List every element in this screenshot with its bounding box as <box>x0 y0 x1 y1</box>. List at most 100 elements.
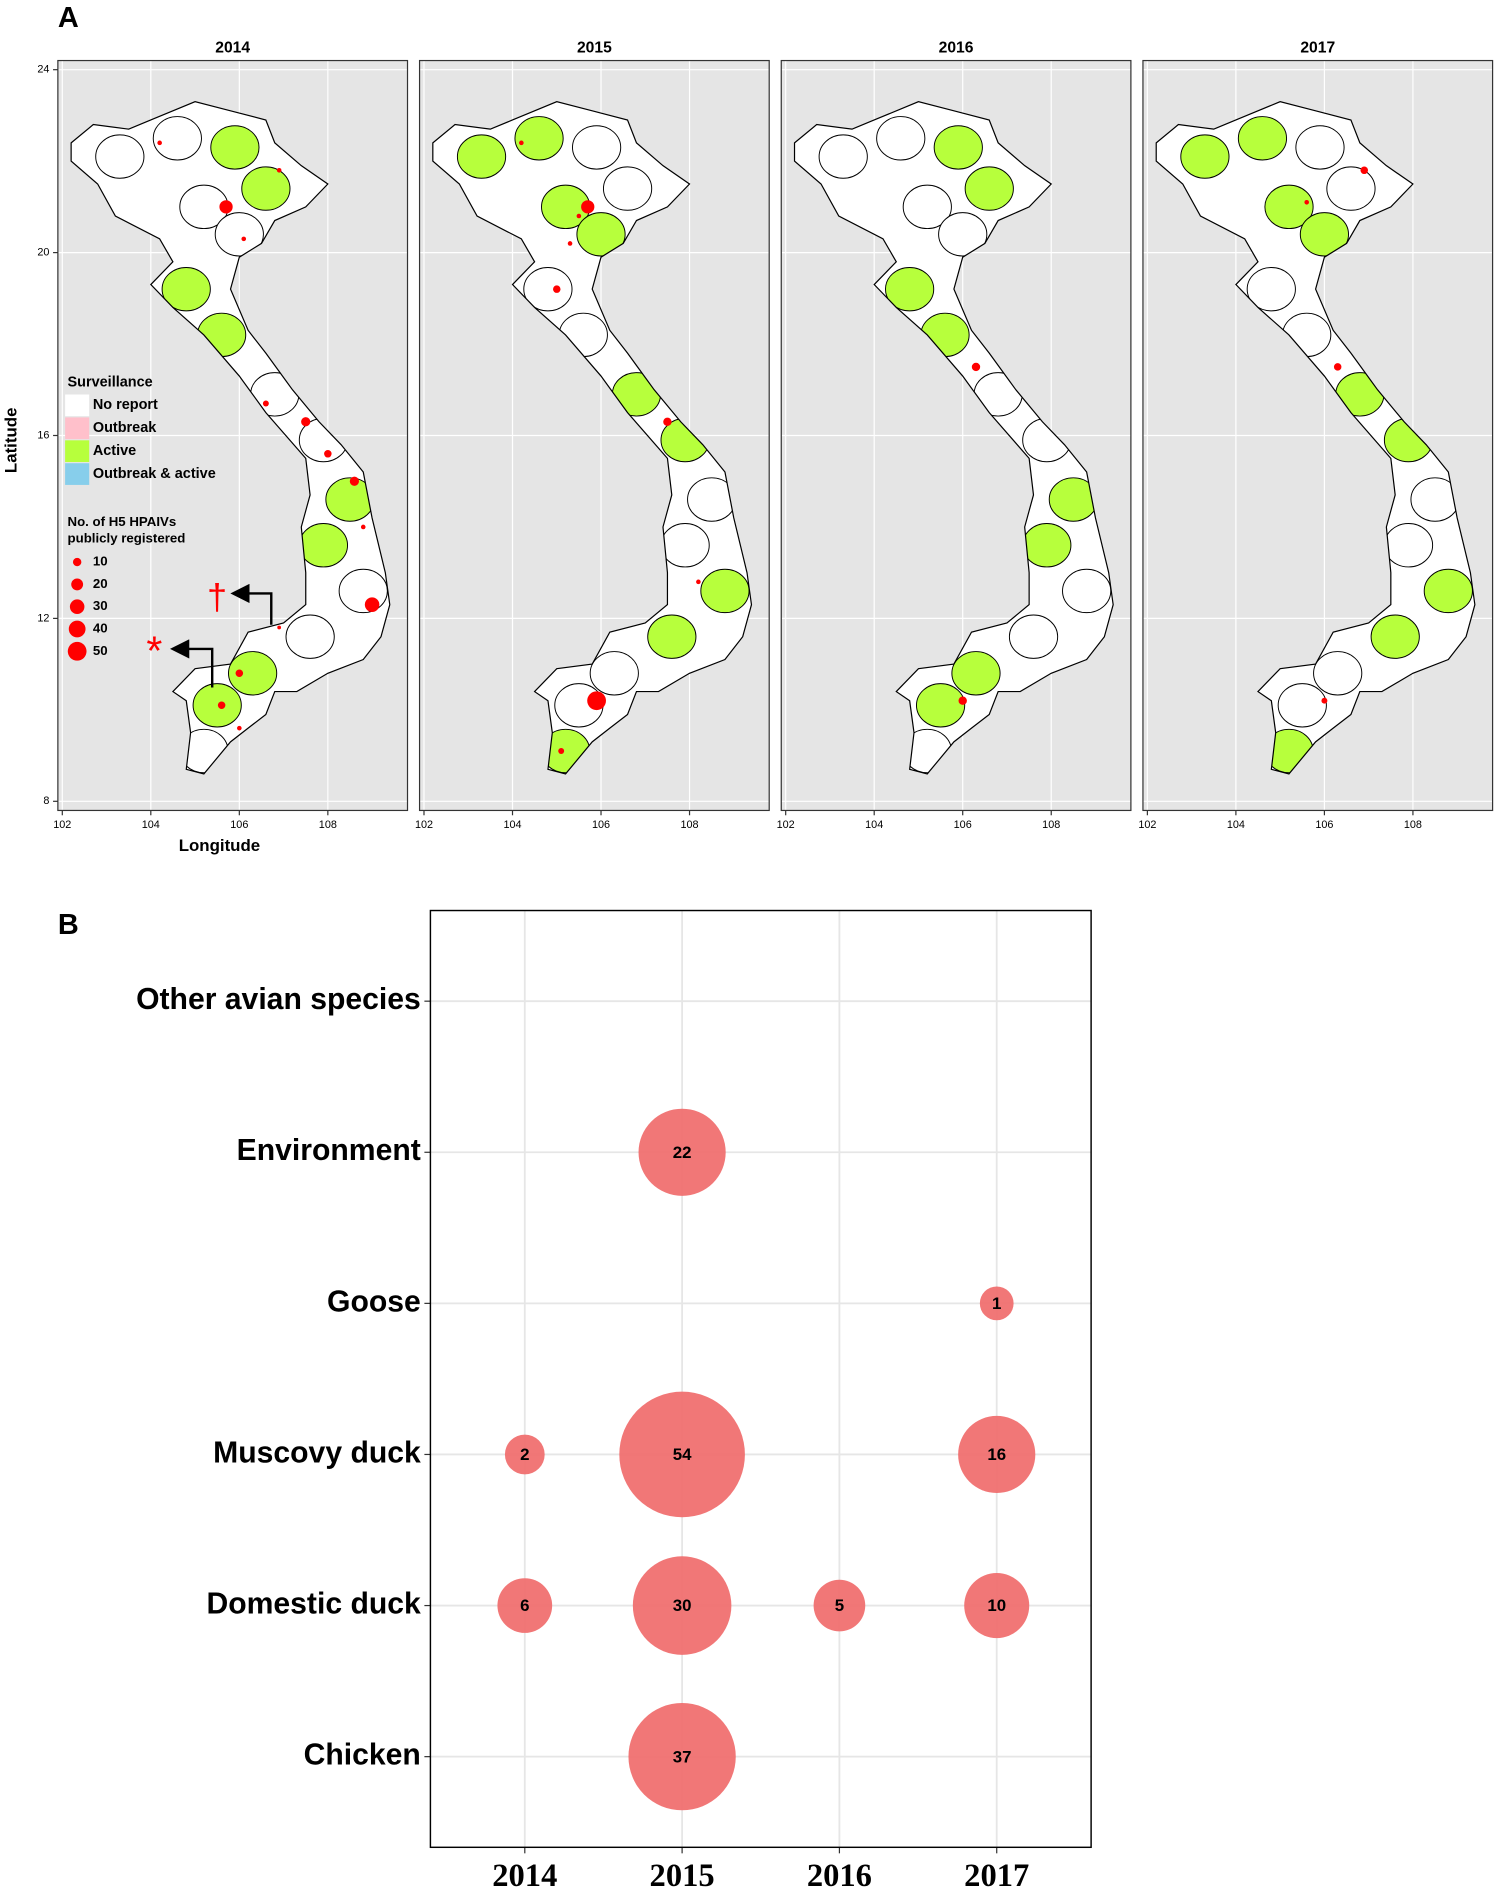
y-tick-label: Muscovy duck <box>213 1436 421 1469</box>
country <box>794 101 1114 774</box>
case-dot <box>971 362 981 372</box>
province <box>1313 651 1363 696</box>
y-tick-label: Environment <box>237 1134 421 1167</box>
country <box>432 101 752 774</box>
x-tick-label: 104 <box>1227 819 1245 831</box>
y-tick-label: 8 <box>43 795 49 807</box>
bubble <box>497 1578 553 1633</box>
case-dot <box>217 701 226 710</box>
province <box>964 166 1014 211</box>
x-tick-label: 2014 <box>492 1858 557 1894</box>
province <box>876 116 926 161</box>
case-dot <box>349 476 359 486</box>
province <box>514 116 564 161</box>
x-tick-label: 108 <box>680 819 698 831</box>
case-dot <box>553 285 561 293</box>
x-tick-label: 2015 <box>650 1858 715 1894</box>
province <box>1264 184 1314 230</box>
province <box>818 134 868 179</box>
y-tick-label: 20 <box>37 246 49 258</box>
size-legend-dot <box>68 620 86 638</box>
panel-title: 2016 <box>939 40 974 57</box>
x-tick-label: 108 <box>319 819 337 831</box>
x-tick-label: 108 <box>1042 819 1060 831</box>
case-dot <box>276 167 282 173</box>
panel-border <box>780 59 1132 812</box>
province <box>602 166 653 211</box>
case-dot <box>696 579 701 585</box>
province <box>1008 614 1059 659</box>
legend-swatch <box>65 417 90 440</box>
province <box>152 116 202 161</box>
province <box>95 134 145 179</box>
legend-swatch <box>65 463 90 485</box>
x-tick-label: 106 <box>1315 819 1333 831</box>
size-legend-title: publicly registered <box>68 531 186 546</box>
bubble-label: 30 <box>673 1596 692 1615</box>
province <box>1326 166 1376 211</box>
case-dot <box>360 524 366 530</box>
legend-swatch <box>65 394 90 417</box>
size-legend-title: No. of H5 HPAIVs <box>68 514 177 529</box>
size-legend-label: 40 <box>93 621 108 636</box>
province <box>885 266 935 312</box>
country-border <box>432 101 753 775</box>
y-tick-label: Chicken <box>304 1739 421 1772</box>
legend-label: Outbreak <box>93 420 157 436</box>
bubble <box>628 1703 736 1811</box>
case-dot <box>1321 697 1328 704</box>
province <box>1370 614 1420 659</box>
arrow <box>169 639 214 688</box>
bubble-label: 22 <box>673 1143 692 1162</box>
plot-background <box>430 910 1092 1848</box>
country-border <box>70 101 391 775</box>
province <box>1277 683 1327 728</box>
case-dot <box>262 400 269 407</box>
x-tick-label: 106 <box>230 819 248 831</box>
size-legend-label: 50 <box>93 643 108 658</box>
case-dot <box>277 625 282 630</box>
province <box>660 523 710 568</box>
province <box>523 266 573 312</box>
bubble-label: 16 <box>987 1445 1006 1464</box>
bubble <box>638 1108 726 1196</box>
bubble-label: 6 <box>520 1596 529 1615</box>
bubble-label: 1 <box>992 1294 1001 1313</box>
case-dot <box>587 691 606 711</box>
province <box>210 125 260 170</box>
x-tick-label: 2017 <box>964 1858 1029 1894</box>
province <box>700 568 750 614</box>
province <box>576 212 626 257</box>
size-legend-dot <box>69 599 85 614</box>
case-dot <box>576 213 582 219</box>
panel-title: 2017 <box>1300 40 1335 57</box>
bubble-label: 37 <box>673 1747 692 1766</box>
provinces <box>1180 116 1473 774</box>
case-dot <box>519 140 524 146</box>
panel-border <box>1142 59 1494 812</box>
x-tick-label: 102 <box>777 819 795 831</box>
province <box>1423 568 1473 614</box>
legend-swatch <box>65 440 90 463</box>
bubble <box>964 1573 1030 1639</box>
province <box>572 125 622 170</box>
panel-border <box>418 59 770 812</box>
country <box>71 101 390 774</box>
bubble-label: 54 <box>673 1445 692 1464</box>
y-tick-label: Domestic duck <box>206 1588 421 1621</box>
bubble <box>813 1579 866 1632</box>
country-border <box>793 101 1114 775</box>
x-tick-label: 106 <box>954 819 972 831</box>
strip <box>1142 34 1493 61</box>
legend-label: No report <box>93 397 158 413</box>
country <box>1156 101 1475 774</box>
annotation: † <box>207 576 227 617</box>
size-legend-label: 20 <box>93 576 108 591</box>
province <box>1383 523 1434 568</box>
province <box>338 568 388 614</box>
legend-label: Outbreak & active <box>93 466 216 482</box>
province <box>1299 212 1350 257</box>
bubble-label: 5 <box>835 1596 844 1615</box>
plot-border <box>429 909 1092 1849</box>
